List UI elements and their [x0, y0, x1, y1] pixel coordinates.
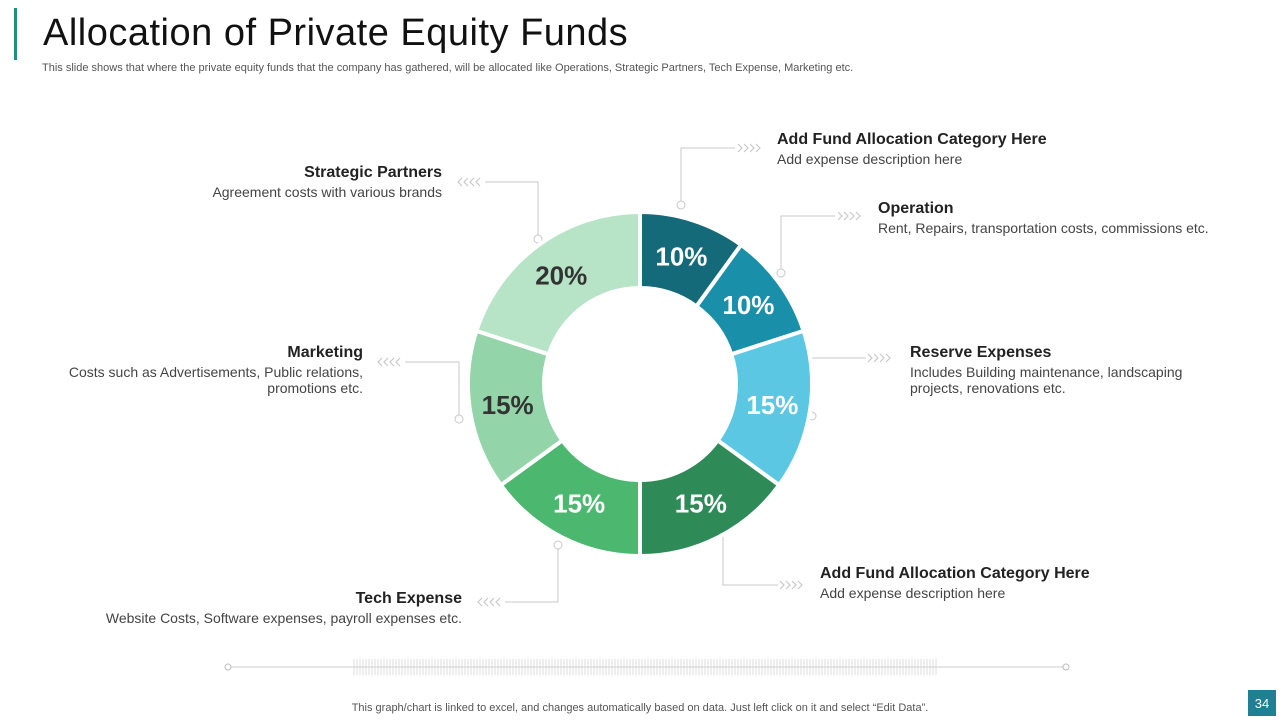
- connector-dot: [776, 268, 786, 278]
- donut-slices: [466, 209, 814, 559]
- connector-dot: [553, 540, 563, 550]
- chevron-icon: [457, 177, 463, 187]
- footer-note: This graph/chart is linked to excel, and…: [351, 702, 929, 714]
- callout-operation: Operation Rent, Repairs, transportation …: [878, 200, 1209, 236]
- chevron-icon: [469, 177, 475, 187]
- slice-value-label: 10%: [655, 242, 707, 272]
- page-number: 34: [1248, 690, 1276, 716]
- chevron-icon: [849, 211, 855, 221]
- callout-connectors: [377, 143, 891, 607]
- slice-value-label: 15%: [675, 488, 727, 518]
- chevron-icon: [389, 357, 395, 367]
- callout-category-2: Add Fund Allocation Category Here Add ex…: [820, 565, 1090, 601]
- chevron-icon: [463, 177, 469, 187]
- callout-heading: Marketing: [287, 344, 363, 361]
- callout-description: Rent, Repairs, transportation costs, com…: [878, 220, 1209, 236]
- chevron-icon: [843, 211, 849, 221]
- callout-heading: Add Fund Allocation Category Here: [820, 565, 1090, 582]
- chevron-icon: [837, 211, 843, 221]
- chevron-icon: [791, 580, 797, 590]
- callout-heading: Add Fund Allocation Category Here: [777, 131, 1047, 148]
- chevron-icon: [475, 177, 481, 187]
- callout-category-1: Add Fund Allocation Category Here Add ex…: [777, 131, 1047, 167]
- callout-tech-expense: Tech Expense Website Costs, Software exp…: [70, 590, 462, 626]
- chevron-icon: [395, 357, 401, 367]
- callout-reserve-expenses: Reserve Expenses Includes Building maint…: [910, 344, 1210, 396]
- callout-description: Agreement costs with various brands: [212, 184, 442, 200]
- callout-heading: Operation: [878, 200, 954, 217]
- slice-value-label: 15%: [553, 488, 605, 518]
- callout-marketing: Marketing Costs such as Advertisements, …: [62, 344, 363, 396]
- slice-value-label: 20%: [535, 261, 587, 291]
- callout-heading: Strategic Partners: [304, 164, 442, 181]
- divider-end-dot: [224, 663, 232, 671]
- chevron-icon: [785, 580, 791, 590]
- chevron-icon: [383, 357, 389, 367]
- callout-description: Includes Building maintenance, landscapi…: [910, 364, 1183, 396]
- slice-value-label: 10%: [722, 290, 774, 320]
- divider-end-dot: [1062, 663, 1070, 671]
- callout-strategic-partners: Strategic Partners Agreement costs with …: [190, 164, 442, 200]
- chevron-icon: [755, 143, 761, 153]
- donut-slice: [473, 209, 642, 357]
- connector-line: [680, 147, 735, 205]
- chevron-icon: [855, 211, 861, 221]
- callout-heading: Reserve Expenses: [910, 344, 1052, 361]
- chevron-icon: [779, 580, 785, 590]
- chevron-icon: [873, 353, 879, 363]
- chevron-icon: [737, 143, 743, 153]
- connector-dot: [676, 200, 686, 210]
- callout-heading: Tech Expense: [355, 590, 462, 607]
- donut-value-labels: 10% 10% 15% 15% 15% 15% 20%: [482, 242, 799, 519]
- chevron-icon: [743, 143, 749, 153]
- chevron-icon: [477, 597, 483, 607]
- connector-line: [485, 181, 539, 239]
- page-subtitle: This slide shows that where the private …: [42, 62, 854, 74]
- chevron-icon: [885, 353, 891, 363]
- connector-line: [722, 528, 778, 586]
- callout-description: Add expense description here: [777, 151, 963, 167]
- chevron-icon: [797, 580, 803, 590]
- slice-value-label: 15%: [482, 390, 534, 420]
- page-title: Allocation of Private Equity Funds: [43, 12, 629, 54]
- chevron-icon: [483, 597, 489, 607]
- callout-description: Add expense description here: [820, 585, 1006, 601]
- callout-description: Costs such as Advertisements, Public rel…: [68, 364, 363, 396]
- connector-dot: [533, 234, 543, 244]
- chevron-icon: [749, 143, 755, 153]
- slice-value-label: 15%: [746, 390, 798, 420]
- chevron-icon: [867, 353, 873, 363]
- bottom-divider: [224, 659, 1070, 675]
- connector-line: [405, 361, 460, 419]
- chevron-icon: [495, 597, 501, 607]
- connector-line: [780, 215, 835, 273]
- chevron-icon: [489, 597, 495, 607]
- callout-description: Website Costs, Software expenses, payrol…: [105, 610, 462, 626]
- title-accent-bar: [14, 8, 17, 60]
- chevron-icon: [879, 353, 885, 363]
- connector-dot: [454, 414, 464, 424]
- chevron-icon: [377, 357, 383, 367]
- connector-line: [505, 545, 559, 603]
- divider-hatch: [353, 659, 937, 675]
